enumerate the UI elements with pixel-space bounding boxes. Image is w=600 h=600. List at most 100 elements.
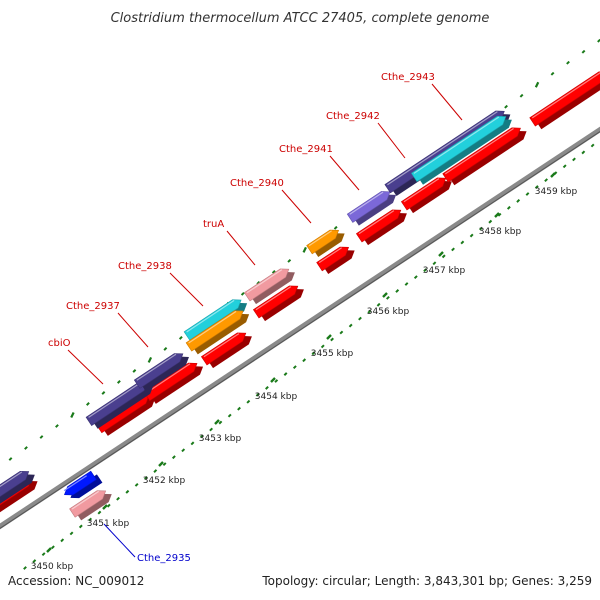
outer-tick <box>302 246 307 253</box>
inner-tick <box>404 282 409 286</box>
outer-tick-track <box>8 38 600 461</box>
major-tick <box>382 292 388 298</box>
inner-tick <box>78 524 83 529</box>
cds-Cthe_2940 <box>306 229 345 258</box>
inner-tick-track: 3450 kbp 3451 kbp 3452 kbp 3453 kbp 3454 kbp… <box>23 143 595 572</box>
inner-tick <box>283 372 288 376</box>
cds-truA <box>243 268 295 305</box>
leader-line <box>377 122 406 159</box>
major-tick <box>270 377 276 383</box>
inner-tick <box>432 261 437 266</box>
inner-tick <box>274 379 279 383</box>
outer-tick <box>101 391 106 395</box>
inner-tick <box>544 178 548 183</box>
outer-tick <box>333 225 338 230</box>
inner-tick <box>534 185 539 189</box>
inner-tick <box>423 268 428 273</box>
cds-pink-small <box>69 490 112 521</box>
inner-tick <box>125 489 130 494</box>
tick-label: 3455 kbp <box>311 349 354 359</box>
inner-tick <box>190 441 195 446</box>
outer-tick <box>271 269 276 274</box>
tick-label: 3454 kbp <box>255 392 298 402</box>
major-tick <box>438 251 444 257</box>
outer-tick <box>86 402 90 406</box>
accession-text: Accession: NC_009012 <box>8 574 144 588</box>
cds-Cthe_2941 <box>346 191 397 226</box>
inner-tick <box>209 427 214 432</box>
inner-tick <box>441 254 446 259</box>
outer-tick <box>8 457 13 461</box>
outer-tick <box>163 347 168 351</box>
outer-tick <box>147 356 153 363</box>
inner-tick <box>562 164 567 169</box>
major-tick <box>550 172 556 178</box>
inner-tick <box>451 247 455 252</box>
tick-label: 3450 kbp <box>31 562 74 572</box>
cds-darkblue <box>0 470 35 504</box>
cds-red <box>355 209 407 246</box>
major-tick <box>494 212 500 218</box>
leader-line <box>169 272 204 307</box>
inner-tick <box>302 358 307 363</box>
outer-tick <box>240 291 245 296</box>
major-tick <box>214 419 220 425</box>
inner-tick <box>97 510 102 515</box>
gene-label: Cthe_2943 <box>381 72 435 83</box>
feature-track <box>0 71 600 536</box>
outer-tick <box>39 435 44 439</box>
inner-tick <box>181 448 186 453</box>
outer-tick <box>132 369 137 373</box>
inner-tick <box>69 531 74 536</box>
inner-tick <box>348 323 353 328</box>
cds-red <box>252 285 304 322</box>
outer-tick <box>55 424 59 428</box>
outer-tick <box>70 411 75 418</box>
outer-tick <box>24 446 28 450</box>
inner-tick <box>162 462 167 467</box>
inner-tick <box>41 552 46 557</box>
gene-label-layer: cbiO Cthe_2937 Cthe_2938 truA Cthe_2940 Cthe_… <box>48 72 463 564</box>
inner-tick <box>144 476 148 480</box>
gene-label: Cthe_2942 <box>326 111 380 122</box>
inner-tick <box>227 413 232 418</box>
tick-label: 3459 kbp <box>535 187 578 197</box>
inner-tick <box>525 192 530 196</box>
cds-red <box>442 127 527 186</box>
leader-line <box>67 349 104 385</box>
outer-tick <box>566 60 570 65</box>
inner-tick <box>497 212 502 217</box>
inner-tick <box>106 503 111 508</box>
inner-tick <box>88 517 93 522</box>
inner-tick <box>237 406 241 411</box>
tick-label: 3458 kbp <box>479 227 522 237</box>
outer-tick <box>581 49 586 54</box>
outer-tick <box>178 336 183 340</box>
gene-label: truA <box>203 219 224 230</box>
inner-tick <box>479 226 483 231</box>
inner-tick <box>23 566 27 570</box>
inner-tick <box>153 469 158 473</box>
outer-tick <box>550 71 555 76</box>
tick-label: 3451 kbp <box>87 519 130 529</box>
inner-tick <box>292 365 297 370</box>
inner-tick <box>376 302 381 307</box>
gene-label: Cthe_2940 <box>230 178 284 189</box>
cds-red <box>529 71 600 130</box>
cds-red <box>400 177 452 214</box>
outer-tick <box>287 258 292 263</box>
inner-tick <box>218 420 223 425</box>
tick-label: 3453 kbp <box>199 434 242 444</box>
genome-summary-text: Topology: circular; Length: 3,843,301 bp… <box>261 574 592 588</box>
tick-label: 3457 kbp <box>423 266 466 276</box>
major-tick <box>158 461 164 467</box>
genome-backbone <box>0 126 600 530</box>
inner-tick <box>51 545 55 550</box>
inner-tick <box>134 482 139 487</box>
inner-tick <box>460 240 465 245</box>
leader-line <box>226 230 256 266</box>
inner-tick <box>358 316 362 321</box>
leader-line <box>117 312 149 348</box>
major-tick <box>46 547 52 553</box>
outer-tick <box>116 380 121 384</box>
